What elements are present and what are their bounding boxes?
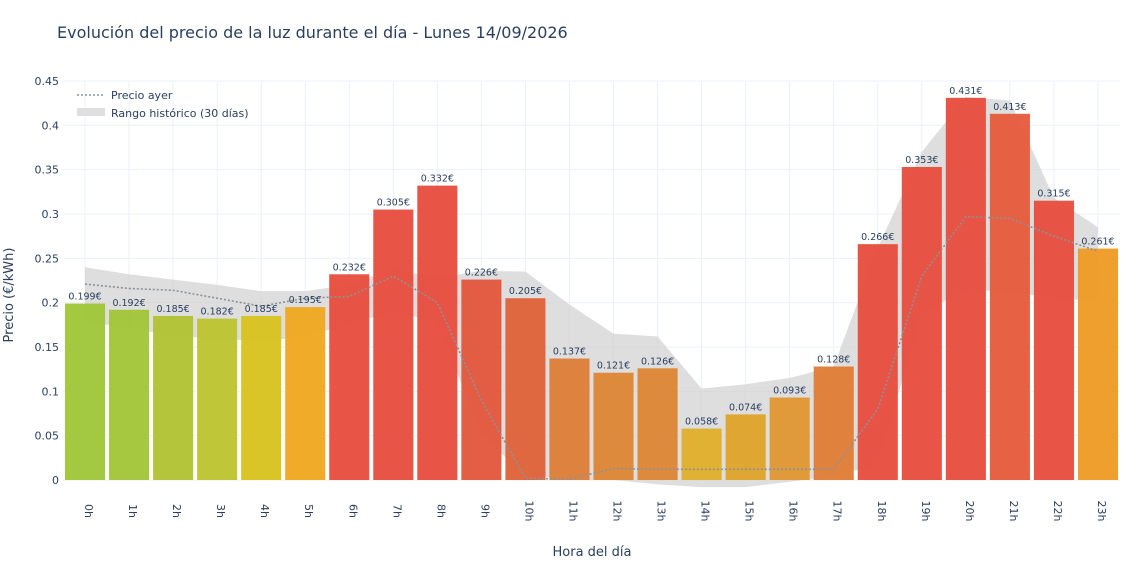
bar-value-label: 0.126€ (641, 356, 674, 367)
bar-value-label: 0.093€ (773, 386, 806, 397)
x-tick-label: 7h (390, 504, 403, 518)
bar-value-label: 0.185€ (156, 304, 189, 315)
price-bar (549, 358, 590, 480)
bar-value-label: 0.266€ (861, 232, 894, 243)
price-bar (505, 298, 546, 480)
y-tick-label: 0.2 (42, 297, 60, 310)
x-tick-label: 23h (1095, 501, 1108, 522)
price-bar (285, 307, 326, 480)
price-bar (857, 244, 898, 480)
y-tick-label: 0.25 (35, 252, 60, 265)
legend: Precio ayer Rango histórico (30 días) (77, 89, 249, 120)
bar-value-label: 0.074€ (729, 402, 762, 413)
x-tick-label: 14h (699, 501, 712, 522)
x-tick-label: 16h (787, 501, 800, 522)
x-tick-label: 1h (126, 504, 139, 518)
x-tick-label: 20h (963, 501, 976, 522)
y-tick-label: 0.05 (35, 430, 60, 443)
x-axis-ticks: 0h 1h 2h 3h 4h 5h 6h 7h 8h 9h 10h 11h 12h 13h 14h 15h 16… (82, 501, 1108, 522)
price-bar (989, 113, 1030, 480)
price-bar (813, 366, 854, 480)
x-tick-label: 12h (611, 501, 624, 522)
bar-value-label: 0.058€ (685, 417, 718, 428)
price-bar (593, 372, 634, 480)
price-bar (901, 167, 942, 481)
bar-value-label: 0.353€ (905, 155, 938, 166)
y-axis-title: Precio (€/kWh) (2, 248, 17, 343)
price-bar (329, 274, 370, 480)
bar-value-label: 0.137€ (553, 347, 586, 358)
x-tick-label: 8h (434, 504, 447, 518)
price-bar (1077, 248, 1119, 480)
legend-label-historical-range: Rango histórico (30 días) (111, 107, 249, 120)
bar-value-label: 0.182€ (201, 307, 234, 318)
bar-value-label: 0.305€ (377, 198, 410, 209)
x-tick-label: 19h (919, 501, 932, 522)
bar-value-label: 0.332€ (421, 174, 454, 185)
yesterday-price-path (84, 215, 1099, 480)
price-bar (1033, 200, 1074, 480)
x-tick-label: 13h (655, 501, 668, 522)
x-tick-label: 11h (566, 501, 579, 522)
y-tick-label: 0.35 (35, 164, 60, 177)
price-bar (109, 309, 150, 480)
bar-value-label: 0.128€ (817, 355, 850, 366)
legend-band-icon (77, 108, 105, 116)
x-tick-label: 15h (743, 501, 756, 522)
price-bar (945, 97, 986, 480)
bar-value-label: 0.413€ (993, 102, 1026, 113)
price-bar (153, 315, 194, 480)
y-axis-ticks: 0 0.05 0.1 0.15 0.2 0.25 0.3 0.35 0.4 0.45 (35, 75, 60, 487)
bar-labels: 0.199€ 0.192€ 0.185€ 0.182€ 0.185€ 0.195€ 0.23… (68, 86, 1114, 428)
x-tick-label: 21h (1007, 501, 1020, 522)
price-bar (417, 185, 458, 481)
x-tick-label: 6h (346, 504, 359, 518)
x-tick-label: 18h (875, 501, 888, 522)
x-tick-label: 4h (258, 504, 271, 518)
bar-value-label: 0.199€ (68, 292, 101, 303)
yesterday-price-line (84, 215, 1099, 480)
price-bar (681, 428, 722, 480)
bars (64, 97, 1119, 481)
x-tick-label: 22h (1051, 501, 1064, 522)
x-tick-label: 0h (82, 504, 95, 518)
chart-title: Evolución del precio de la luz durante e… (57, 23, 568, 42)
y-tick-label: 0.3 (42, 208, 60, 221)
price-bar (197, 318, 238, 480)
bar-value-label: 0.121€ (597, 361, 630, 372)
x-tick-label: 2h (170, 504, 183, 518)
x-tick-label: 10h (522, 501, 535, 522)
bar-value-label: 0.205€ (509, 286, 542, 297)
y-tick-label: 0.15 (35, 341, 60, 354)
price-bar (373, 209, 414, 481)
bar-value-label: 0.431€ (949, 86, 982, 97)
y-tick-label: 0.4 (42, 119, 60, 132)
bar-value-label: 0.261€ (1081, 237, 1114, 248)
price-bar (241, 315, 282, 480)
price-bar (769, 397, 810, 480)
bar-value-label: 0.192€ (112, 298, 145, 309)
bar-value-label: 0.185€ (245, 304, 278, 315)
bar-value-label: 0.195€ (289, 295, 322, 306)
price-bar (461, 279, 502, 480)
x-tick-label: 3h (214, 504, 227, 518)
legend-label-yesterday: Precio ayer (111, 89, 173, 102)
y-tick-label: 0 (52, 474, 59, 487)
x-tick-label: 9h (478, 504, 491, 518)
bar-value-label: 0.232€ (333, 262, 366, 273)
bar-value-label: 0.226€ (465, 268, 498, 279)
y-tick-label: 0.45 (35, 75, 60, 88)
x-tick-label: 17h (831, 501, 844, 522)
x-axis-title: Hora del día (553, 545, 632, 560)
bar-value-label: 0.315€ (1037, 189, 1070, 200)
price-bar (637, 368, 678, 480)
y-tick-label: 0.1 (42, 385, 60, 398)
price-bar (64, 303, 106, 480)
x-tick-label: 5h (302, 504, 315, 518)
